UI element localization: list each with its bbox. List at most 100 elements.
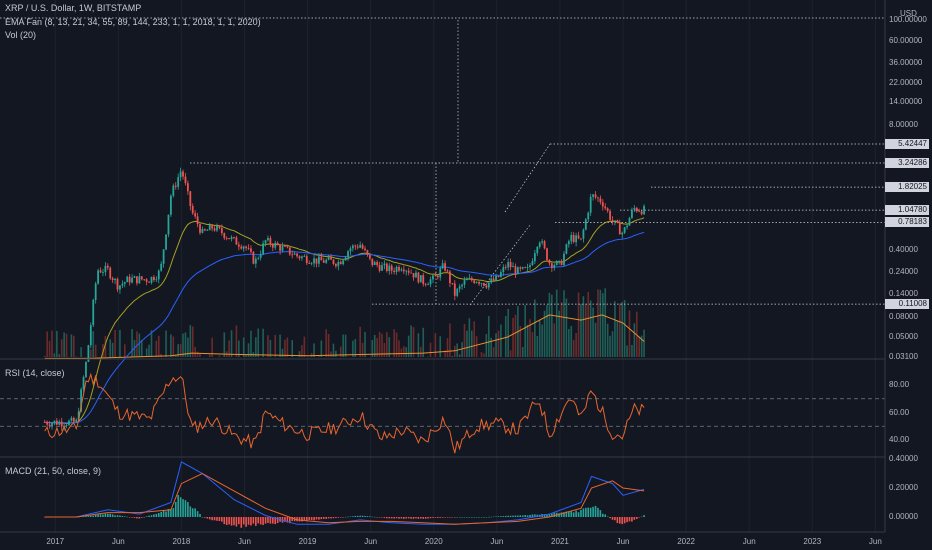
candle-body	[480, 283, 483, 284]
candle-body	[478, 282, 480, 284]
macd-histogram-bar	[269, 517, 272, 524]
candle-body	[490, 278, 493, 283]
macd-histogram-bar	[288, 517, 291, 524]
volume-bar	[208, 354, 211, 357]
candle-body	[560, 260, 563, 266]
macd-histogram-bar	[347, 516, 349, 518]
macd-histogram-bar	[551, 513, 553, 517]
macd-histogram-bar	[240, 517, 243, 528]
candle-body	[499, 272, 502, 278]
macd-legend[interactable]: MACD (21, 50, close, 9)	[5, 466, 102, 476]
volume-bar	[492, 347, 495, 357]
candle-body	[342, 260, 345, 265]
volume-bar	[310, 353, 313, 357]
candle-body	[376, 261, 379, 266]
candle-body	[77, 411, 80, 420]
volume-bar	[461, 342, 463, 357]
macd-histogram-bar	[614, 517, 616, 521]
candle-body	[208, 224, 211, 231]
macd-histogram-bar	[381, 517, 383, 518]
candle-body	[291, 254, 294, 256]
volume-bar	[621, 302, 624, 357]
candle-body	[332, 259, 335, 264]
volume-bar	[371, 340, 374, 357]
macd-histogram-bar	[468, 517, 471, 518]
candle-body	[237, 244, 240, 247]
volume-bar	[174, 355, 177, 357]
macd-histogram-bar	[470, 517, 473, 518]
macd-histogram-bar	[473, 517, 476, 518]
price-tick-label: 0.03100	[889, 352, 918, 361]
candle-body	[393, 270, 396, 272]
price-tick-label: 60.00000	[889, 36, 923, 46]
macd-histogram-bar	[187, 502, 189, 517]
candle-body	[550, 263, 553, 268]
volume-bar	[585, 303, 587, 357]
candle-body	[606, 208, 609, 211]
macd-histogram-bar	[453, 517, 456, 518]
volume-bar	[194, 346, 196, 357]
volume-bar	[325, 329, 327, 357]
volume-bar	[262, 328, 264, 357]
macd-histogram-bar	[199, 513, 201, 517]
grid-lines	[54, 0, 876, 532]
volume-bar	[568, 329, 570, 357]
candle-body	[233, 237, 235, 238]
price-tick-label: 0.14000	[889, 289, 918, 299]
candle-body	[318, 256, 320, 264]
candle-body	[638, 211, 641, 213]
price-tick-label: 100.00000	[889, 15, 927, 24]
macd-histogram-bar	[364, 516, 366, 517]
volume-bar	[43, 355, 46, 357]
volume-bar	[255, 337, 257, 357]
ema-fan-legend[interactable]: EMA Fan (8, 13, 21, 34, 55, 89, 144, 233…	[5, 17, 261, 27]
price-tick-label: 36.00000	[889, 57, 923, 67]
rsi-legend[interactable]: RSI (14, close)	[5, 368, 65, 378]
macd-pane[interactable]	[43, 461, 645, 528]
macd-histogram-bar	[521, 515, 524, 517]
macd-histogram-bar	[238, 517, 240, 525]
candle-body	[160, 263, 163, 271]
volume-bar	[48, 340, 51, 357]
volume-bar	[553, 323, 556, 357]
volume-bar	[378, 331, 381, 357]
macd-histogram-bar	[143, 517, 146, 518]
rsi-pane[interactable]	[0, 372, 885, 454]
macd-histogram-bar	[150, 515, 153, 517]
macd-histogram-bar	[371, 516, 374, 518]
macd-histogram-bar	[626, 517, 628, 523]
candle-body	[487, 282, 490, 288]
x-tick-label: 2017	[46, 537, 65, 546]
candle-body	[128, 276, 131, 283]
candle-body	[58, 421, 61, 425]
volume-bar	[480, 352, 483, 357]
volume-bar	[257, 328, 260, 357]
volume-bar	[599, 289, 602, 357]
macd-histogram-bar	[349, 516, 352, 517]
macd-histogram-bar	[155, 513, 158, 517]
macd-histogram-bar	[487, 516, 490, 518]
macd-histogram-bar	[449, 517, 451, 518]
candle-body	[473, 280, 476, 283]
candle-body	[121, 283, 124, 286]
volume-bar	[56, 330, 58, 357]
macd-histogram-bar	[582, 508, 585, 517]
candle-body	[177, 177, 180, 187]
macd-histogram-bar	[94, 514, 97, 517]
volume-legend[interactable]: Vol (20)	[5, 30, 37, 40]
candle-body	[628, 217, 631, 226]
candle-body	[444, 263, 446, 271]
volume-bar	[524, 304, 526, 357]
price-tick-label: 170.00000	[889, 0, 927, 2]
candle-body	[521, 267, 524, 269]
macd-histogram-bar	[519, 515, 522, 517]
macd-histogram-bar	[116, 515, 119, 517]
volume-bar	[405, 347, 408, 357]
volume-bar	[534, 299, 536, 357]
volume-bar	[582, 296, 585, 357]
volume-bar	[422, 327, 425, 357]
candle-body	[228, 238, 231, 240]
macd-histogram-bar	[395, 517, 398, 519]
macd-histogram-bar	[403, 517, 405, 519]
